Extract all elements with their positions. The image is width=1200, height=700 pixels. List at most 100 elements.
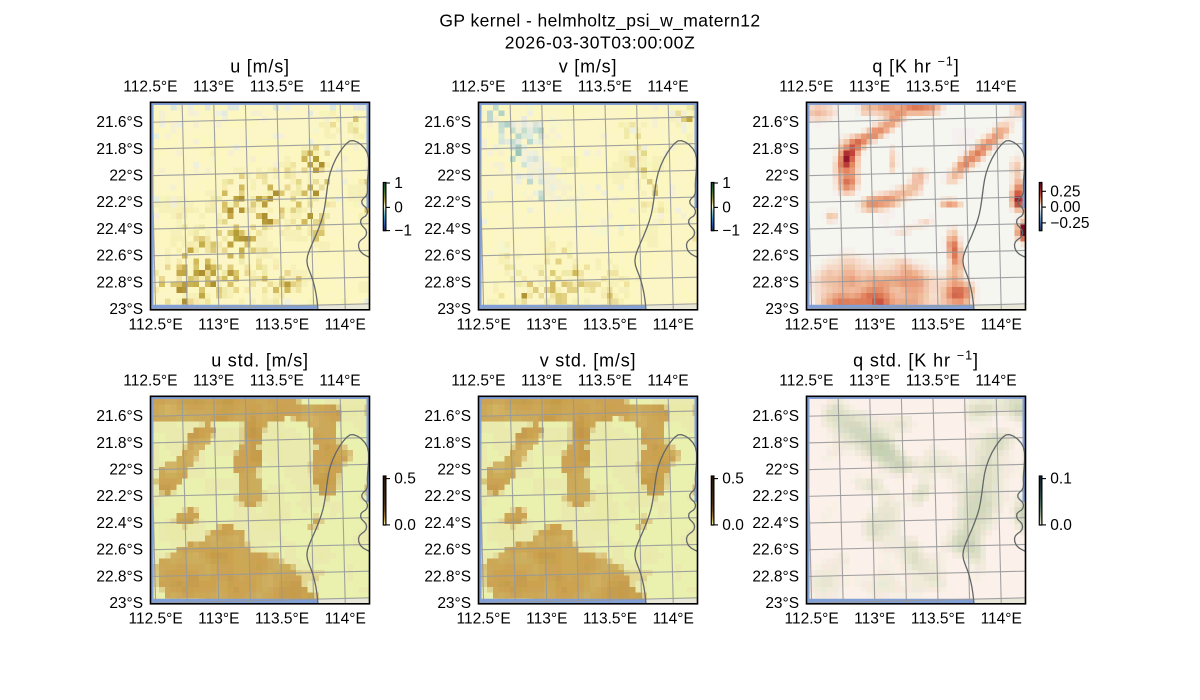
svg-text:113°E: 113°E — [198, 611, 239, 628]
svg-text:22.4°S: 22.4°S — [424, 221, 471, 238]
svg-text:113°E: 113°E — [193, 373, 234, 390]
svg-text:22.4°S: 22.4°S — [752, 221, 799, 238]
svg-text:113°E: 113°E — [521, 79, 562, 96]
svg-text:22.6°S: 22.6°S — [752, 248, 799, 265]
svg-text:0.0: 0.0 — [722, 517, 744, 534]
svg-text:22°S: 22°S — [437, 168, 471, 185]
svg-text:21.6°S: 21.6°S — [752, 408, 799, 425]
svg-text:113.5°E: 113.5°E — [578, 373, 632, 390]
svg-text:0.0: 0.0 — [394, 517, 416, 534]
svg-text:22.6°S: 22.6°S — [424, 542, 471, 559]
svg-text:22.2°S: 22.2°S — [424, 488, 471, 505]
svg-text:0.5: 0.5 — [722, 471, 744, 488]
svg-text:23°S: 23°S — [765, 301, 799, 318]
svg-text:114°E: 114°E — [647, 373, 688, 390]
svg-text:−1: −1 — [394, 223, 412, 240]
svg-text:114°E: 114°E — [319, 79, 360, 96]
svg-text:22.6°S: 22.6°S — [96, 542, 143, 559]
svg-text:q std. [K hr −1]: q std. [K hr −1] — [853, 349, 979, 371]
svg-text:23°S: 23°S — [437, 301, 471, 318]
svg-text:22.8°S: 22.8°S — [424, 568, 471, 585]
svg-text:113.5°E: 113.5°E — [583, 317, 637, 334]
svg-text:22.6°S: 22.6°S — [424, 248, 471, 265]
svg-text:113°E: 113°E — [849, 79, 890, 96]
svg-text:22°S: 22°S — [109, 462, 143, 479]
svg-text:22.2°S: 22.2°S — [96, 488, 143, 505]
svg-text:113.5°E: 113.5°E — [906, 373, 960, 390]
svg-text:112.5°E: 112.5°E — [779, 79, 833, 96]
svg-text:112.5°E: 112.5°E — [779, 373, 833, 390]
svg-text:q [K hr −1]: q [K hr −1] — [872, 55, 959, 77]
svg-text:22°S: 22°S — [109, 168, 143, 185]
svg-text:112.5°E: 112.5°E — [129, 611, 183, 628]
svg-text:21.6°S: 21.6°S — [96, 408, 143, 425]
svg-text:113°E: 113°E — [193, 79, 234, 96]
svg-text:21.6°S: 21.6°S — [752, 114, 799, 131]
svg-text:22.6°S: 22.6°S — [752, 542, 799, 559]
svg-text:−1: −1 — [722, 223, 740, 240]
svg-text:114°E: 114°E — [647, 79, 688, 96]
svg-text:23°S: 23°S — [437, 595, 471, 612]
svg-text:112.5°E: 112.5°E — [451, 79, 505, 96]
svg-text:22.4°S: 22.4°S — [96, 515, 143, 532]
svg-text:22.2°S: 22.2°S — [424, 194, 471, 211]
svg-text:22.4°S: 22.4°S — [424, 515, 471, 532]
svg-text:113.5°E: 113.5°E — [583, 611, 637, 628]
svg-text:23°S: 23°S — [109, 595, 143, 612]
svg-text:114°E: 114°E — [653, 611, 694, 628]
svg-text:0.0: 0.0 — [1050, 517, 1072, 534]
svg-text:1: 1 — [722, 175, 731, 192]
svg-text:114°E: 114°E — [319, 373, 360, 390]
svg-text:113°E: 113°E — [526, 317, 567, 334]
svg-text:22°S: 22°S — [437, 462, 471, 479]
svg-text:22.6°S: 22.6°S — [96, 248, 143, 265]
svg-text:21.6°S: 21.6°S — [96, 114, 143, 131]
svg-text:114°E: 114°E — [975, 79, 1016, 96]
svg-text:0.5: 0.5 — [394, 471, 416, 488]
svg-text:113.5°E: 113.5°E — [255, 317, 309, 334]
svg-text:v std. [m/s]: v std. [m/s] — [540, 351, 637, 371]
svg-text:22.2°S: 22.2°S — [752, 194, 799, 211]
svg-text:114°E: 114°E — [653, 317, 694, 334]
svg-text:0.1: 0.1 — [1050, 471, 1072, 488]
svg-text:21.8°S: 21.8°S — [752, 141, 799, 158]
svg-text:113°E: 113°E — [198, 317, 239, 334]
svg-text:113.5°E: 113.5°E — [250, 79, 304, 96]
svg-text:22°S: 22°S — [765, 168, 799, 185]
svg-text:GP kernel - helmholtz_psi_w_ma: GP kernel - helmholtz_psi_w_matern12 — [439, 11, 760, 32]
svg-text:113.5°E: 113.5°E — [255, 611, 309, 628]
svg-text:1: 1 — [394, 175, 403, 192]
svg-text:22.8°S: 22.8°S — [424, 274, 471, 291]
svg-text:23°S: 23°S — [109, 301, 143, 318]
svg-text:21.8°S: 21.8°S — [96, 435, 143, 452]
svg-text:22.4°S: 22.4°S — [96, 221, 143, 238]
svg-text:114°E: 114°E — [981, 317, 1022, 334]
svg-text:22.8°S: 22.8°S — [752, 568, 799, 585]
svg-text:22.8°S: 22.8°S — [96, 274, 143, 291]
svg-text:112.5°E: 112.5°E — [457, 317, 511, 334]
svg-text:21.6°S: 21.6°S — [424, 408, 471, 425]
svg-text:113°E: 113°E — [849, 373, 890, 390]
svg-text:113.5°E: 113.5°E — [906, 79, 960, 96]
svg-text:114°E: 114°E — [325, 611, 366, 628]
svg-text:113.5°E: 113.5°E — [250, 373, 304, 390]
svg-text:23°S: 23°S — [765, 595, 799, 612]
svg-text:v [m/s]: v [m/s] — [559, 57, 618, 77]
svg-text:−0.25: −0.25 — [1050, 215, 1089, 232]
svg-text:0: 0 — [722, 199, 731, 216]
svg-text:113°E: 113°E — [521, 373, 562, 390]
svg-text:21.8°S: 21.8°S — [752, 435, 799, 452]
svg-text:21.8°S: 21.8°S — [96, 141, 143, 158]
svg-text:u [m/s]: u [m/s] — [230, 57, 290, 77]
svg-text:113°E: 113°E — [854, 317, 895, 334]
svg-text:0.00: 0.00 — [1050, 199, 1081, 216]
svg-text:21.6°S: 21.6°S — [424, 114, 471, 131]
svg-text:112.5°E: 112.5°E — [451, 373, 505, 390]
svg-text:22.8°S: 22.8°S — [96, 568, 143, 585]
svg-text:112.5°E: 112.5°E — [457, 611, 511, 628]
svg-text:114°E: 114°E — [325, 317, 366, 334]
svg-text:u std. [m/s]: u std. [m/s] — [211, 351, 309, 371]
svg-text:112.5°E: 112.5°E — [123, 373, 177, 390]
svg-text:22°S: 22°S — [765, 462, 799, 479]
svg-text:113°E: 113°E — [526, 611, 567, 628]
